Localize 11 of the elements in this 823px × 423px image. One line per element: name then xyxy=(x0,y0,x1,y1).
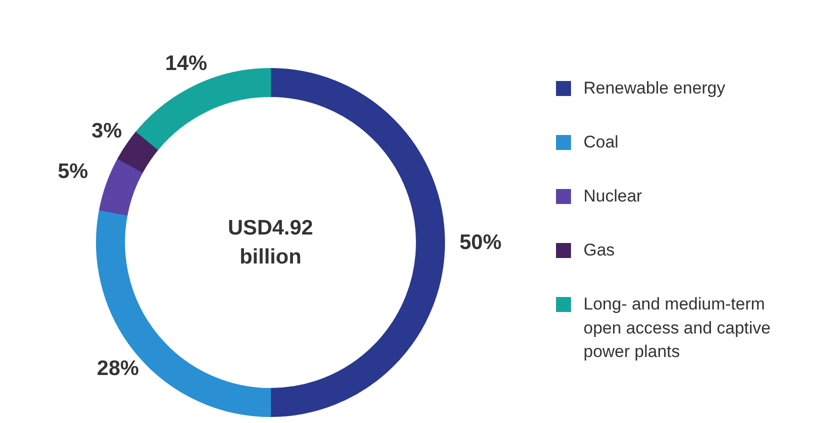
legend-label: Coal xyxy=(584,132,618,152)
legend-label: Gas xyxy=(584,240,615,260)
text: USD4.92 billion xyxy=(228,216,314,268)
legend-label: Nuclear xyxy=(584,186,642,206)
data-label: 28% xyxy=(96,357,140,380)
data-label: 3% xyxy=(92,120,122,143)
data-label: 14% xyxy=(165,52,208,75)
legend-label: Long- and medium-term open access and captive power plants xyxy=(584,294,771,361)
data-label: 5% xyxy=(58,160,88,183)
legend-label: Renewable energy xyxy=(584,78,726,98)
data-label: 50% xyxy=(459,231,502,254)
